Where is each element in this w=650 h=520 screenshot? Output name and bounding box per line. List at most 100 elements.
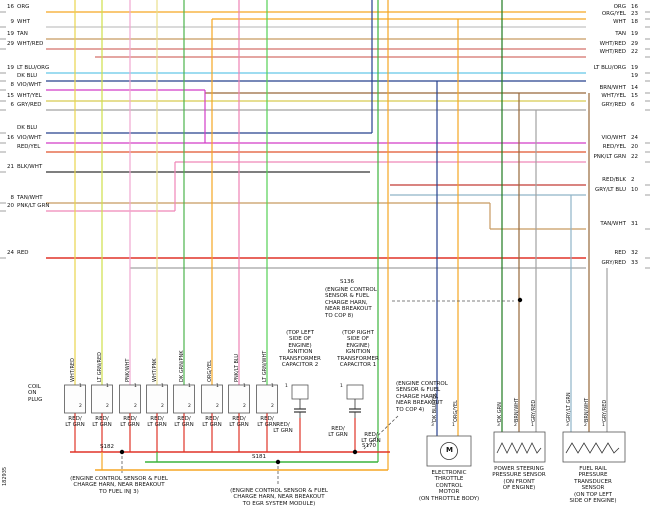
left-pin-number: 29: [7, 41, 14, 47]
right-pin-number: 18: [631, 19, 638, 25]
right-wire-color-label: PNK/LT GRN: [593, 154, 626, 160]
left-wire-color-label: BLK/WHT: [17, 164, 43, 170]
right-wire-color-label: RED: [614, 250, 626, 256]
left-wire-color-label: RED/YEL: [17, 144, 41, 150]
coil-pin-number-bottom: 2: [79, 404, 82, 409]
left-wire-color-label: GRY/RED: [17, 102, 42, 108]
coil-under-wire-label: RED/ LT GRN: [174, 416, 194, 429]
component-pin-number: 1: [452, 423, 455, 428]
component-name-fuel-sensor: FUEL RAIL PRESSURE TRANSDUCER SENSOR (ON…: [569, 466, 617, 505]
left-wire-color-label: ORG: [17, 4, 30, 10]
right-wire-color-label: WHT: [613, 19, 626, 25]
coil-pin-number-top: 1: [216, 384, 219, 389]
splice-s181-note: (ENGINE CONTROL SENSOR & FUEL CHARGE HAR…: [230, 488, 328, 507]
coil-pin-number-top: 1: [271, 384, 274, 389]
component-pin-number: 2: [584, 423, 587, 428]
left-wire-color-label: VIO/WHT: [17, 82, 42, 88]
right-wire-color-label: LT BLU/ORG: [593, 65, 626, 71]
left-pin-number: 21: [7, 164, 14, 170]
left-pin-number: 9: [10, 19, 15, 25]
capacitor-1-pin-number: 1: [340, 384, 343, 389]
component-wire-label: DK BLU/YEL: [432, 392, 438, 422]
coil-wire-label: PNK/LT BLU: [234, 353, 240, 382]
component-wire-label: GRY/LT GRN: [566, 392, 572, 422]
s170-wire-label: RED/ LT GRN: [361, 432, 381, 445]
right-wire-color-label: RED/YEL: [602, 144, 626, 150]
component-pin-number: 3: [497, 423, 500, 428]
splice-s136-id: S136: [340, 279, 354, 285]
right-pin-number: 22: [631, 154, 638, 160]
left-pin-number: 24: [7, 250, 14, 256]
right-pin-number: 22: [631, 49, 638, 55]
right-pin-number: 14: [631, 85, 638, 91]
fuel-sensor-symbol: [562, 431, 626, 463]
throttle-motor-symbol: [426, 435, 472, 467]
left-pin-number: 8: [10, 195, 15, 201]
coil-on-plug-label: COIL ON PLUG: [28, 384, 43, 403]
coil-pin-number-bottom: 2: [134, 404, 137, 409]
left-wire-color-label: VIO/WHT: [17, 135, 42, 141]
left-pin-number: 19: [7, 65, 14, 71]
coil-under-wire-label: RED/ LT GRN: [147, 416, 167, 429]
right-pin-number: 23: [631, 11, 638, 17]
right-wire-color-label: TAN: [615, 31, 626, 37]
coil-pin-number-bottom: 2: [106, 404, 109, 409]
component-name-ps-sensor: POWER STEERING PRESSURE SENSOR (ON FRONT…: [492, 466, 546, 492]
capacitor-1-label: (TOP RIGHT SIDE OF ENGINE) IGNITION TRAN…: [337, 330, 379, 369]
left-wire-color-label: PNK/LT GRN: [17, 203, 50, 209]
component-pin-number: 2: [514, 423, 517, 428]
coil-pin-number-top: 1: [161, 384, 164, 389]
left-pin-number: 16: [7, 135, 14, 141]
coil-pin-number-top: 1: [106, 384, 109, 389]
right-pin-number: 33: [631, 260, 638, 266]
right-wire-color-label: GRY/LT BLU: [595, 187, 626, 193]
component-pin-number: 1: [602, 423, 605, 428]
coil-pin-number-bottom: 2: [243, 404, 246, 409]
capacitor-symbols: [291, 384, 364, 418]
right-wire-color-label: WHT/RED: [599, 41, 626, 47]
right-pin-number: 19: [631, 73, 638, 79]
right-pin-number: 15: [631, 93, 638, 99]
left-pin-number: 19: [7, 31, 14, 37]
right-pin-number: 29: [631, 41, 638, 47]
motor-letter: M: [446, 446, 453, 454]
ps-sensor-symbol: [493, 431, 546, 463]
right-pin-number: 16: [631, 4, 638, 10]
splice-s136-note: (ENGINE CONTROL SENSOR & FUEL CHARGE HAR…: [325, 287, 377, 319]
coil-pin-number-top: 1: [188, 384, 191, 389]
left-wire-color-label: WHT/YEL: [17, 93, 42, 99]
coil-pin-number-top: 1: [79, 384, 82, 389]
left-wire-color-label: DK BLU: [17, 125, 38, 131]
capacitor-2-label: (TOP LEFT SIDE OF ENGINE) IGNITION TRANS…: [279, 330, 321, 369]
right-pin-number: 20: [631, 144, 638, 150]
coil-pin-number-bottom: 2: [188, 404, 191, 409]
splice-s170-note: (ENGINE CONTROL SENSOR & FUEL CHARGE HAR…: [396, 381, 448, 413]
capacitor-2-wire-label: RED/ LT GRN: [273, 422, 293, 435]
right-pin-number: 19: [631, 65, 638, 71]
component-pin-number: 3: [566, 423, 569, 428]
horizontal-wires: [46, 11, 586, 269]
coil-connector-boxes: [64, 384, 278, 414]
coil-wire-label: DK GRN/PNK: [179, 350, 185, 382]
left-pin-number: 6: [10, 102, 15, 108]
right-wire-color-label: GRY/RED: [601, 102, 626, 108]
coil-pin-number-bottom: 2: [271, 404, 274, 409]
component-pin-number: 1: [531, 423, 534, 428]
right-wire-color-label: TAN/WHT: [600, 221, 626, 227]
coil-under-wire-label: RED/ LT GRN: [229, 416, 249, 429]
right-wire-color-label: BRN/WHT: [599, 85, 627, 91]
left-wire-color-label: RED: [17, 250, 29, 256]
component-name-throttle-motor: ELECTRONIC THROTTLE CONTROL MOTOR (ON TH…: [418, 470, 480, 502]
left-pin-number: 15: [7, 93, 14, 99]
right-wire-color-label: RED/BLK: [602, 177, 626, 183]
right-pin-number: 24: [631, 135, 638, 141]
edge-ticks: [0, 11, 650, 269]
component-wire-label: DK GRN: [497, 402, 503, 422]
coil-under-wire-label: RED/ LT GRN: [92, 416, 112, 429]
right-wire-color-label: GRY/RED: [601, 260, 626, 266]
coil-pin-number-top: 1: [243, 384, 246, 389]
coil-wire-label: LT GRN/RED: [97, 352, 103, 382]
left-wire-color-label: LT BLU/ORG: [17, 65, 50, 71]
component-wire-label: BRN/WHT: [514, 397, 520, 422]
coil-under-wire-label: RED/ LT GRN: [257, 416, 277, 429]
